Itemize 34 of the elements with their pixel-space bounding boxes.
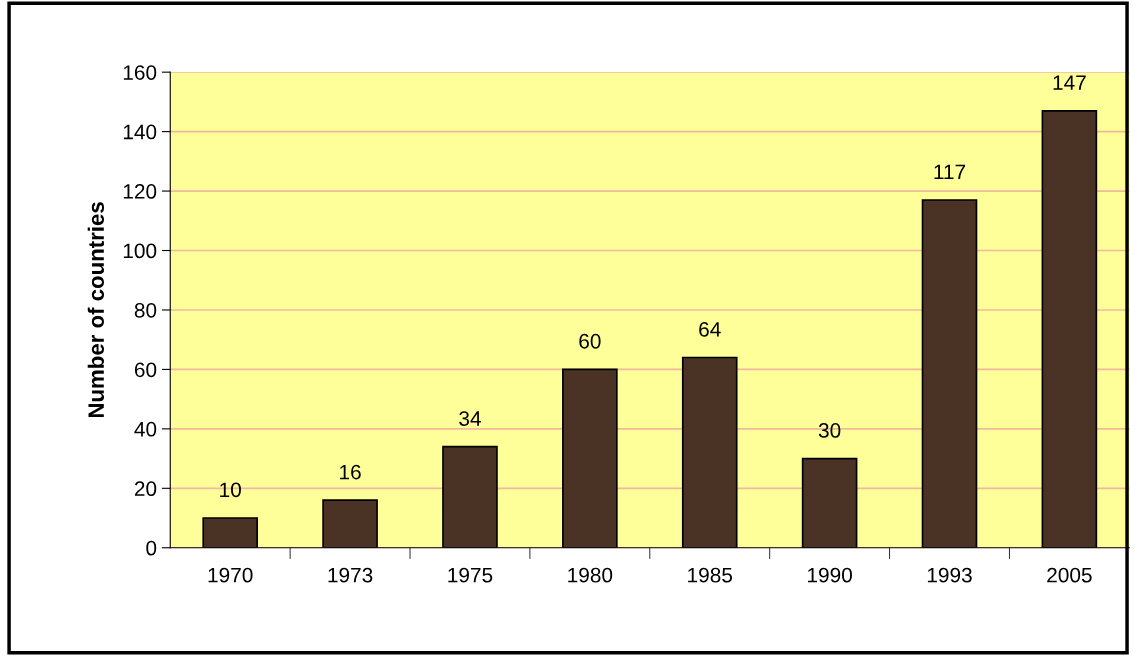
y-tick-label: 40	[134, 421, 157, 437]
y-tick-label: 80	[134, 302, 157, 318]
y-tick-label: 140	[123, 124, 157, 140]
x-tick-label: 1970	[208, 567, 253, 583]
bar	[801, 457, 858, 548]
data-label: 34	[459, 411, 481, 426]
x-tick-label: 1993	[927, 567, 972, 583]
bar	[562, 368, 618, 548]
bar	[681, 356, 738, 548]
bar	[442, 445, 498, 548]
x-tick-label: 1985	[688, 567, 733, 583]
x-tick-label: 1975	[448, 567, 493, 583]
x-tick-label: 1973	[328, 567, 373, 583]
bar	[322, 499, 378, 548]
y-tick-label: 60	[134, 362, 157, 378]
data-label: 10	[220, 482, 241, 498]
data-label: 30	[818, 423, 841, 438]
y-tick-label: 20	[134, 481, 157, 497]
data-label: 117	[934, 164, 966, 179]
bar	[202, 517, 259, 548]
data-label: 147	[1053, 75, 1086, 90]
x-tick-label: 1990	[808, 567, 852, 583]
y-tick-label: 0	[146, 540, 157, 556]
y-tick-label: 160	[123, 65, 157, 80]
y-axis-title: Number of countries	[87, 202, 105, 418]
x-tick-label: 1980	[568, 567, 613, 583]
data-label: 64	[699, 321, 721, 337]
x-tick-label: 2005	[1047, 567, 1092, 583]
y-tick-label: 100	[123, 243, 157, 259]
bar	[921, 199, 978, 548]
data-label: 60	[579, 333, 601, 349]
y-tick-label: 120	[123, 184, 157, 199]
bar	[1041, 109, 1098, 548]
data-label: 16	[340, 464, 361, 480]
